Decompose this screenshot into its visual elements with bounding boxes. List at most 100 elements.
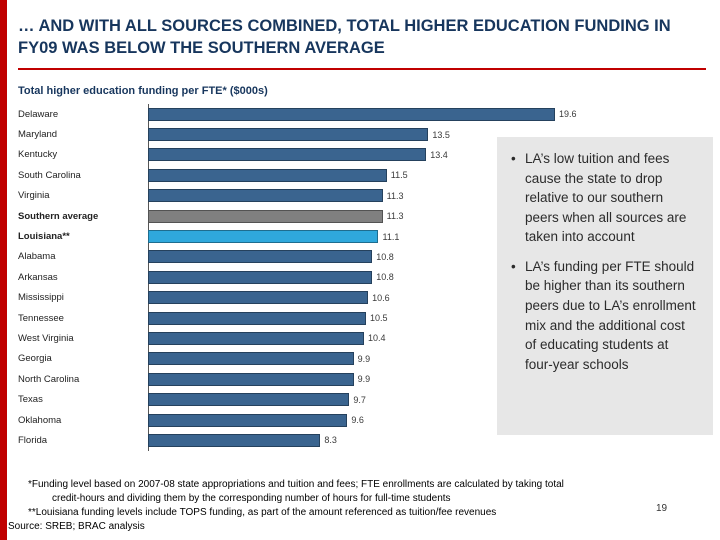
category-label: Mississippi [18,292,64,304]
commentary-bullet: • LA’s funding per FTE should be higher … [511,257,699,374]
category-label: Oklahoma [18,414,62,426]
bar-area: 10.4 [148,331,386,345]
bar-area: 13.4 [148,148,448,162]
bar [148,250,373,264]
chart-row: Southern average 11.3 [18,206,708,226]
bullet-text: LA’s low tuition and fees cause the stat… [525,151,687,245]
bar-area: 19.6 [148,107,577,121]
category-label: Alabama [18,251,56,263]
slide-title: … AND WITH ALL SOURCES COMBINED, TOTAL H… [18,17,671,57]
bar-area: 9.6 [148,413,364,427]
chart-row: Louisiana** 11.1 [18,226,708,246]
chart-row: Alabama 10.8 [18,247,708,267]
category-label: Texas [18,394,43,406]
value-label: 10.5 [370,313,388,324]
value-label: 8.3 [324,435,337,446]
bar-area: 11.5 [148,168,408,182]
bullet-icon: • [511,258,516,274]
value-label: 9.7 [353,394,366,405]
value-label: 13.5 [432,129,450,140]
chart-row: North Carolina 9.9 [18,369,708,389]
footnote-louisiana: **Louisiana funding levels include TOPS … [28,507,497,518]
chart-rows: Delaware 19.6 Maryland 13.5 Kentucky 13.4 Sout… [18,104,708,451]
value-label: 9.9 [357,353,371,364]
value-label: 11.5 [390,170,408,181]
bar [148,433,321,447]
chart-row: Delaware 19.6 [18,104,708,124]
chart-row: Tennessee 10.5 [18,308,708,328]
bar [148,311,367,325]
page-number: 19 [656,503,668,514]
value-label: 13.4 [430,149,448,160]
bar-area: 9.9 [148,372,371,386]
chart-row: Florida 8.3 [18,430,708,450]
bar [148,128,429,142]
bar-area: 10.6 [148,291,390,305]
bar [148,230,379,244]
category-label: Louisiana** [18,231,70,243]
chart-row: Virginia 11.3 [18,186,708,206]
category-label: Maryland [18,129,58,141]
category-label: Kentucky [18,149,58,161]
category-label: South Carolina [18,169,81,181]
bullet-icon: • [511,151,516,166]
commentary-bullet: • LA’s low tuition and fees cause the st… [511,149,699,247]
chart-row: Georgia 9.9 [18,349,708,369]
bar-area: 10.8 [148,270,394,284]
value-label: 11.1 [382,231,400,242]
bar [148,291,369,305]
bar [148,168,387,182]
value-label: 11.3 [386,211,404,222]
value-label: 9.6 [351,415,364,426]
bar [148,372,354,386]
category-label: Tennessee [18,312,64,324]
bar [148,148,427,162]
bar-area: 8.3 [148,433,337,447]
bar [148,189,383,203]
source-line: Source: SREB; BRAC analysis [8,521,145,532]
chart-row: Maryland 13.5 [18,124,708,144]
chart-title: Total higher education funding per FTE* … [18,85,268,97]
commentary-box: • LA’s low tuition and fees cause the st… [497,137,713,435]
chart-row: Mississippi 10.6 [18,288,708,308]
bar-area: 13.5 [148,128,450,142]
value-label: 9.9 [357,374,371,385]
bar-area: 11.3 [148,189,404,203]
chart-row: Kentucky 13.4 [18,145,708,165]
value-label: 19.6 [559,109,577,120]
bullet-text: LA’s funding per FTE should be higher th… [525,258,696,372]
chart-row: Oklahoma 9.6 [18,410,708,430]
value-label: 10.6 [372,292,390,303]
chart-row: South Carolina 11.5 [18,165,708,185]
value-label: 11.3 [386,190,404,201]
value-label: 10.4 [367,333,386,344]
bar [148,352,354,366]
chart-row: West Virginia 10.4 [18,328,708,348]
bar [148,393,350,407]
bar [148,413,348,427]
category-label: Virginia [18,190,50,202]
bar-area: 11.3 [148,209,404,223]
value-label: 10.8 [376,251,394,262]
category-label: Georgia [18,353,52,365]
bar [148,107,555,121]
value-label: 10.8 [376,272,394,283]
title-divider [18,68,706,70]
bar-area: 10.5 [148,311,388,325]
category-label: Southern average [18,210,99,222]
bar-area: 9.7 [148,393,366,407]
bar [148,331,364,345]
category-label: West Virginia [18,332,74,344]
bar [148,270,373,284]
footnote-funding: *Funding level based on 2007-08 state ap… [28,479,564,490]
bar-area: 11.1 [148,230,400,244]
category-label: Arkansas [18,271,58,283]
footnote-funding-cont: credit-hours and dividing them by the co… [52,493,451,504]
chart-row: Texas 9.7 [18,389,708,409]
bar [148,209,383,223]
bar-area: 9.9 [148,352,371,366]
category-label: Florida [18,434,48,446]
category-label: North Carolina [18,373,80,385]
chart-row: Arkansas 10.8 [18,267,708,287]
